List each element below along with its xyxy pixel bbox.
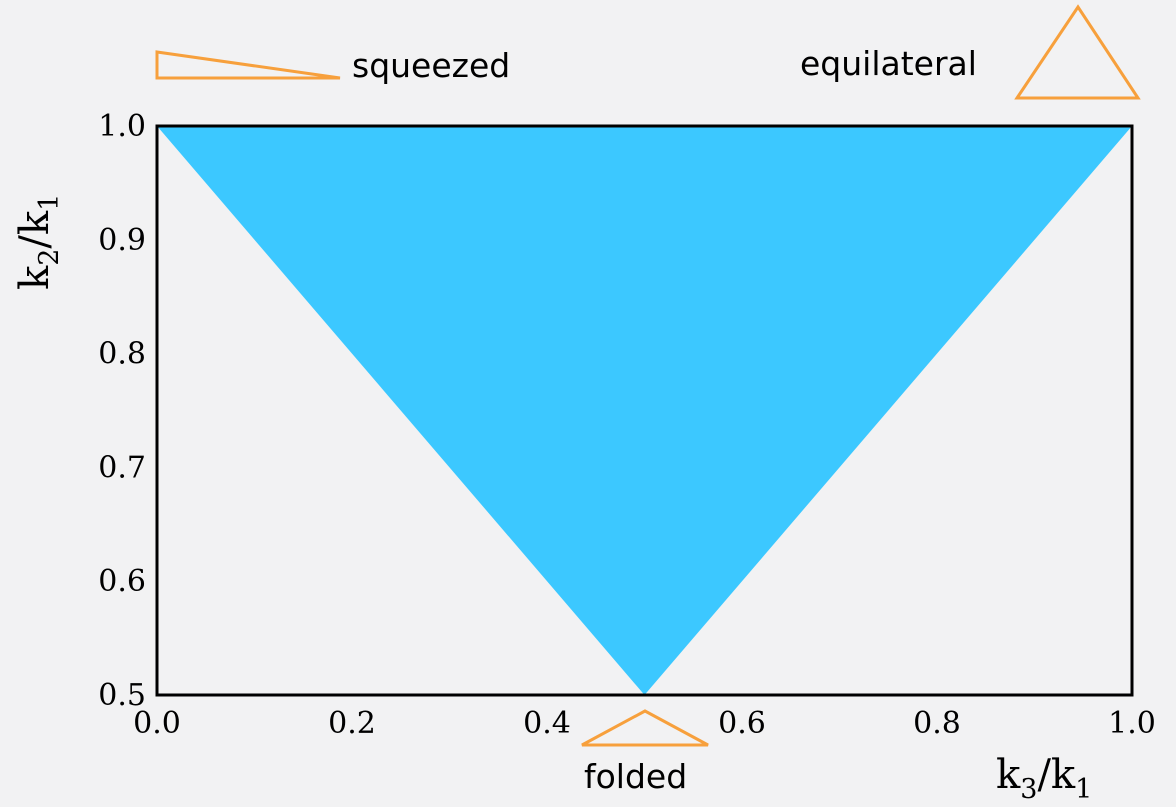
- folded-label: folded: [584, 757, 687, 796]
- x-tick-label: 0.0: [133, 706, 181, 741]
- x-tick-label: 0.6: [718, 706, 766, 741]
- allowed-triangle-region: [157, 126, 1132, 695]
- x-tick-label: 1.0: [1108, 706, 1156, 741]
- y-tick-label: 1.0: [98, 109, 146, 144]
- y-tick-label: 0.7: [98, 450, 146, 485]
- equilateral-triangle-icon: [1014, 4, 1141, 100]
- x-axis-label-sub2: 1: [1075, 774, 1092, 805]
- equilateral-label: equilateral: [800, 44, 977, 83]
- y-axis-label-base1: k: [12, 265, 58, 290]
- x-axis-ticks: 0.0 0.2 0.4 0.6 0.8 1.0: [133, 706, 1156, 741]
- y-axis-label-sub1: 2: [34, 249, 65, 266]
- y-axis-ticks: 0.5 0.6 0.7 0.8 0.9 1.0: [98, 109, 146, 713]
- x-axis-label-sub1: 3: [1020, 774, 1037, 805]
- y-tick-label: 0.8: [98, 337, 146, 372]
- y-axis-label-base2: k: [12, 210, 58, 235]
- x-axis-label-sep: /: [1037, 752, 1051, 798]
- plot-frame: [155, 124, 1134, 697]
- y-tick-label: 0.5: [98, 678, 146, 713]
- y-axis-label: k2/k1: [12, 194, 65, 290]
- x-axis-label: k3/k1: [996, 752, 1092, 805]
- folded-triangle-icon: [581, 709, 709, 747]
- squeezed-label: squeezed: [352, 46, 510, 85]
- x-axis-label-base2: k: [1051, 752, 1076, 798]
- x-tick-label: 0.4: [523, 706, 571, 741]
- y-tick-label: 0.9: [98, 223, 146, 258]
- y-tick-label: 0.6: [98, 564, 146, 599]
- x-tick-label: 0.8: [913, 706, 961, 741]
- y-axis-label-sep: /: [12, 235, 58, 249]
- y-axis-label-sub2: 1: [34, 194, 65, 211]
- x-tick-label: 0.2: [328, 706, 376, 741]
- squeezed-triangle-icon: [155, 50, 341, 80]
- x-axis-label-base1: k: [996, 752, 1021, 798]
